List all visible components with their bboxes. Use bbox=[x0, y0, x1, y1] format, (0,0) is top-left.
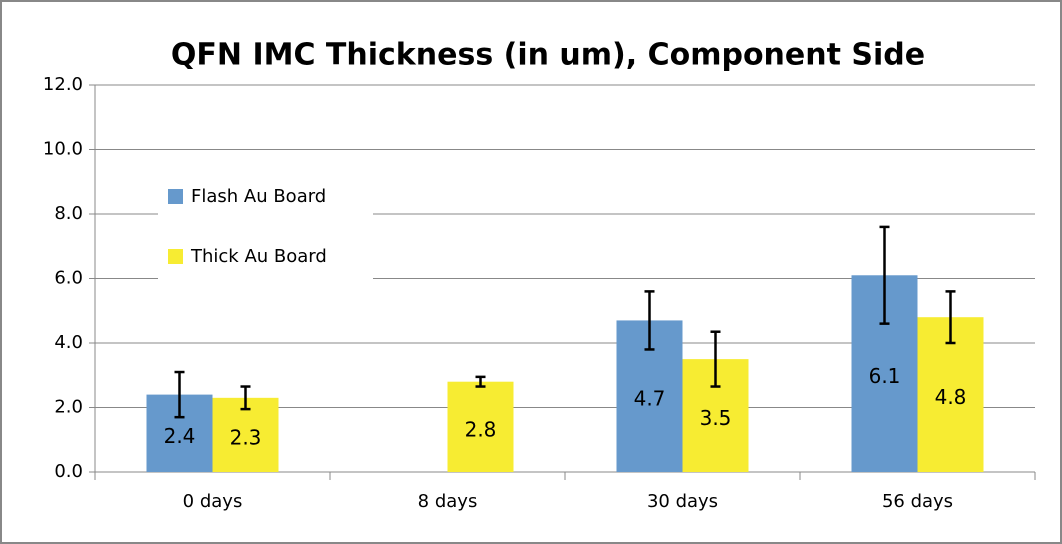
data-label: 4.8 bbox=[935, 385, 967, 409]
data-label: 3.5 bbox=[700, 406, 732, 430]
y-tick-label: 6.0 bbox=[54, 268, 83, 289]
error-bar bbox=[879, 225, 890, 325]
error-bar bbox=[644, 290, 655, 351]
data-label: 2.8 bbox=[465, 417, 497, 441]
x-tick-label: 56 days bbox=[882, 491, 953, 512]
y-tick-label: 2.0 bbox=[54, 397, 83, 418]
error-bar bbox=[945, 290, 956, 345]
y-tick-label: 12.0 bbox=[43, 74, 83, 95]
chart-title: QFN IMC Thickness (in um), Component Sid… bbox=[171, 38, 925, 73]
legend-swatch bbox=[168, 249, 183, 264]
x-tick-label: 8 days bbox=[418, 491, 478, 512]
legend-label: Thick Au Board bbox=[190, 246, 327, 267]
error-bar bbox=[240, 385, 251, 411]
data-label: 2.4 bbox=[164, 424, 196, 448]
error-bar bbox=[174, 370, 185, 419]
legend-box bbox=[158, 172, 373, 282]
y-tick-label: 4.0 bbox=[54, 332, 83, 353]
y-tick-label: 10.0 bbox=[43, 139, 83, 160]
error-bar bbox=[475, 375, 486, 388]
legend-swatch bbox=[168, 189, 183, 204]
data-label: 2.3 bbox=[230, 425, 262, 449]
bar bbox=[447, 381, 514, 472]
data-label: 6.1 bbox=[869, 364, 901, 388]
error-bar bbox=[710, 330, 721, 388]
data-label: 4.7 bbox=[634, 387, 666, 411]
y-tick-label: 8.0 bbox=[54, 203, 83, 224]
legend-label: Flash Au Board bbox=[191, 186, 326, 207]
x-tick-label: 30 days bbox=[647, 491, 718, 512]
x-tick-label: 0 days bbox=[183, 491, 243, 512]
y-tick-label: 0.0 bbox=[54, 461, 83, 482]
